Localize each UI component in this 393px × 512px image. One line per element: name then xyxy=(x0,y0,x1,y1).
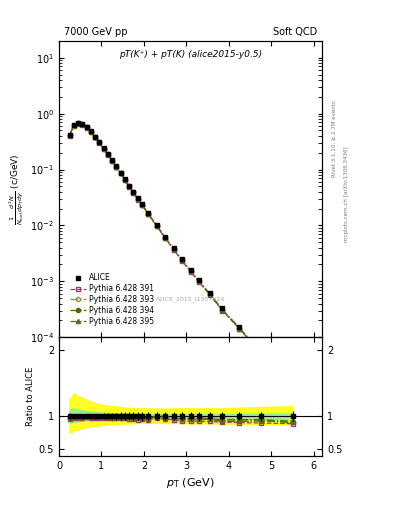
Text: 7000 GeV pp: 7000 GeV pp xyxy=(64,27,128,36)
Text: ALICE_2015_I1357424: ALICE_2015_I1357424 xyxy=(156,296,225,302)
Y-axis label: $\frac{1}{N_{\rm inel}}\frac{d^2N}{dp_{\rm T}dy}$ (c/GeV): $\frac{1}{N_{\rm inel}}\frac{d^2N}{dp_{\… xyxy=(7,154,26,225)
Y-axis label: Ratio to ALICE: Ratio to ALICE xyxy=(26,367,35,426)
Legend: ALICE, Pythia 6.428 391, Pythia 6.428 393, Pythia 6.428 394, Pythia 6.428 395: ALICE, Pythia 6.428 391, Pythia 6.428 39… xyxy=(68,272,156,328)
Text: Soft QCD: Soft QCD xyxy=(273,27,317,36)
X-axis label: $p_{\rm T}$ (GeV): $p_{\rm T}$ (GeV) xyxy=(166,476,215,490)
Text: pT(K⁺) + pT(K) (alice2015-y0.5): pT(K⁺) + pT(K) (alice2015-y0.5) xyxy=(119,50,262,59)
Text: mcplots.cern.ch [arXiv:1306.3436]: mcplots.cern.ch [arXiv:1306.3436] xyxy=(344,147,349,242)
Text: Rivet 3.1.10, ≥ 2.7M events: Rivet 3.1.10, ≥ 2.7M events xyxy=(332,100,337,177)
